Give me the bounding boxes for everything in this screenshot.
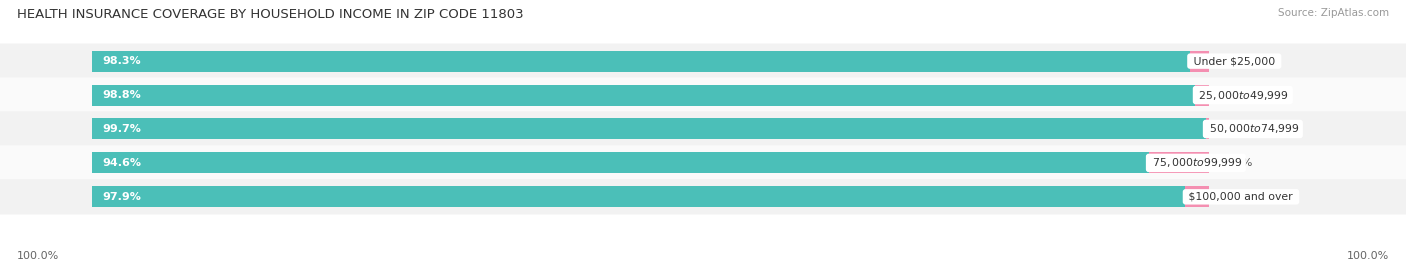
FancyBboxPatch shape bbox=[0, 179, 1406, 214]
Text: $75,000 to $99,999: $75,000 to $99,999 bbox=[1149, 156, 1243, 169]
Text: 98.3%: 98.3% bbox=[103, 56, 141, 66]
Text: 1.2%: 1.2% bbox=[1225, 90, 1253, 100]
Bar bbox=[91, 51, 1189, 72]
Bar bbox=[1195, 84, 1209, 105]
Bar bbox=[1149, 152, 1209, 174]
FancyBboxPatch shape bbox=[0, 44, 1406, 79]
Text: 97.9%: 97.9% bbox=[103, 192, 142, 202]
Text: $100,000 and over: $100,000 and over bbox=[1185, 192, 1296, 202]
Text: Source: ZipAtlas.com: Source: ZipAtlas.com bbox=[1278, 8, 1389, 18]
Text: Under $25,000: Under $25,000 bbox=[1189, 56, 1278, 66]
Bar bbox=[91, 118, 1205, 140]
Bar bbox=[1189, 51, 1209, 72]
Text: 1.7%: 1.7% bbox=[1225, 56, 1253, 66]
Text: 100.0%: 100.0% bbox=[17, 251, 59, 261]
FancyBboxPatch shape bbox=[0, 77, 1406, 113]
Text: 98.8%: 98.8% bbox=[103, 90, 141, 100]
Text: $50,000 to $74,999: $50,000 to $74,999 bbox=[1205, 122, 1301, 136]
FancyBboxPatch shape bbox=[0, 111, 1406, 147]
Text: 0.31%: 0.31% bbox=[1225, 124, 1260, 134]
Bar bbox=[1205, 118, 1209, 140]
Text: 94.6%: 94.6% bbox=[103, 158, 142, 168]
Bar bbox=[91, 84, 1195, 105]
Bar bbox=[1185, 186, 1209, 207]
Text: HEALTH INSURANCE COVERAGE BY HOUSEHOLD INCOME IN ZIP CODE 11803: HEALTH INSURANCE COVERAGE BY HOUSEHOLD I… bbox=[17, 8, 523, 21]
Text: 100.0%: 100.0% bbox=[1347, 251, 1389, 261]
Text: $25,000 to $49,999: $25,000 to $49,999 bbox=[1195, 89, 1291, 101]
FancyBboxPatch shape bbox=[0, 145, 1406, 180]
Bar bbox=[91, 152, 1149, 174]
Text: 5.4%: 5.4% bbox=[1225, 158, 1253, 168]
Text: 99.7%: 99.7% bbox=[103, 124, 142, 134]
Text: 2.1%: 2.1% bbox=[1225, 192, 1253, 202]
Bar bbox=[91, 186, 1185, 207]
